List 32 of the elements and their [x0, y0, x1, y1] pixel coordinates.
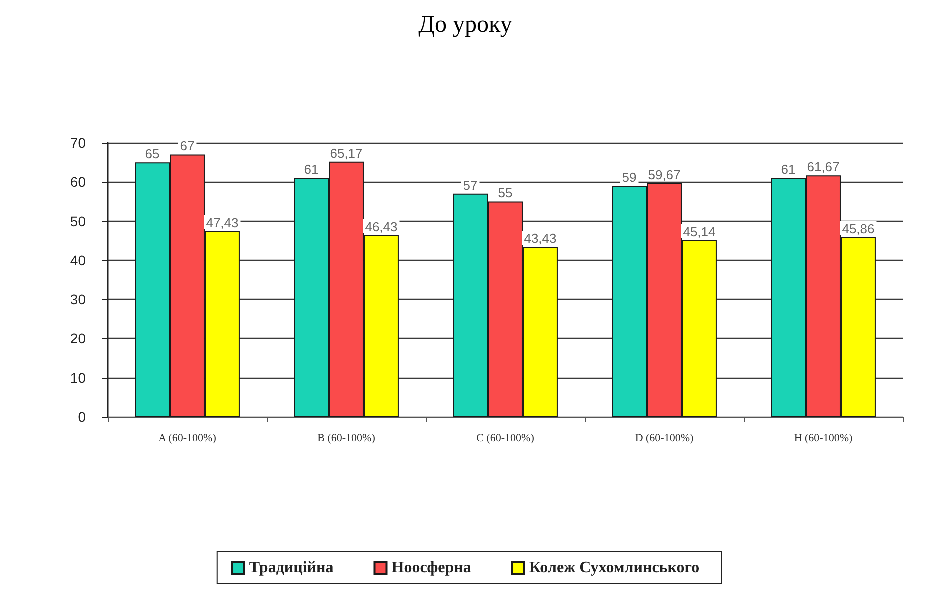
data-label: 65,17 — [330, 146, 363, 161]
data-label: 55 — [498, 186, 513, 201]
legend-label: Традиційна — [249, 560, 334, 576]
y-tick-label: 50 — [70, 213, 86, 230]
data-label: 65 — [145, 146, 160, 162]
y-tick-label: 70 — [70, 135, 86, 151]
y-tick-label: 60 — [70, 174, 86, 190]
data-label: 47,43 — [206, 215, 239, 230]
data-label: 59 — [622, 170, 637, 186]
y-tick-label: 20 — [70, 330, 86, 347]
y-tick-label: 30 — [70, 292, 86, 308]
data-label: 67 — [180, 138, 195, 154]
legend-label: Ноосферна — [392, 560, 472, 576]
data-label: 43,43 — [524, 231, 557, 246]
x-tick-label: D (60-100%) — [635, 432, 694, 444]
y-tick-label: 10 — [70, 370, 86, 386]
x-tick-label: C (60-100%) — [476, 432, 535, 444]
legend-label: Колеж Сухомлинського — [529, 560, 700, 576]
y-tick-label: 40 — [70, 252, 86, 268]
data-label: 46,43 — [365, 219, 398, 234]
y-tick-label: 0 — [78, 409, 86, 425]
data-label: 45,14 — [683, 224, 716, 240]
chart-title: До уроку — [418, 12, 512, 38]
x-tick-label: H (60-100%) — [794, 432, 854, 444]
data-label: 45,86 — [842, 221, 875, 236]
data-label: 61 — [781, 162, 796, 178]
x-tick-label: B (60-100%) — [318, 432, 376, 444]
data-label: 61,67 — [807, 160, 840, 175]
data-label: 57 — [463, 178, 478, 193]
data-label: 61 — [304, 162, 319, 178]
data-label: 59,67 — [648, 167, 681, 182]
x-tick-label: A (60-100%) — [158, 432, 217, 444]
